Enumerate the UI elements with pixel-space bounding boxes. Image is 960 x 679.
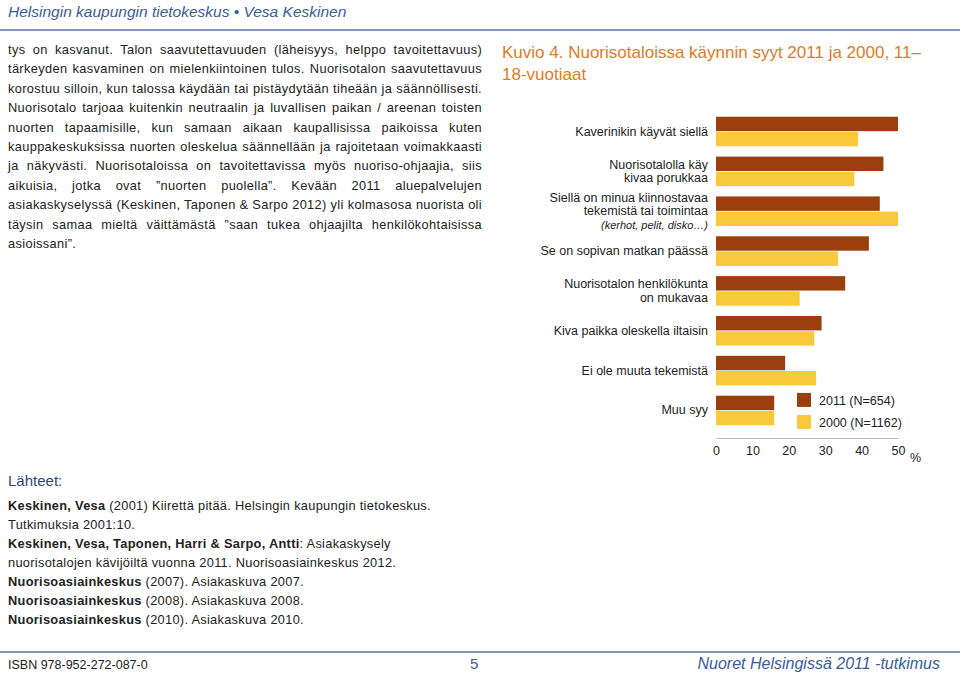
tick: 0 <box>713 438 720 458</box>
tick: Siellä on minua kiinnostavaatekemistä ta… <box>550 191 709 231</box>
tick: 20 <box>782 438 796 458</box>
category-label: Kaverinikin käyvät siellä <box>575 125 708 139</box>
tick-label: 10 <box>746 444 760 458</box>
tick: Ei ole muuta tekemistä <box>582 364 708 378</box>
axis-unit: % <box>910 451 921 465</box>
tick: Se on sopivan matkan päässä <box>541 244 709 258</box>
tick: Nuorisotalon henkilökuntaon mukavaa <box>564 277 708 305</box>
bar <box>716 117 898 131</box>
legend-swatch <box>797 393 811 407</box>
bar <box>716 331 814 345</box>
bar <box>716 411 774 425</box>
page-number: 5 <box>470 655 478 672</box>
bar <box>716 251 838 265</box>
sources-title: Lähteet: <box>8 472 62 489</box>
legend-swatch <box>797 415 811 429</box>
tick: 40 <box>855 438 869 458</box>
footer-rule <box>0 651 960 653</box>
source-text: (2008). Asiakaskuva 2008. <box>142 593 304 608</box>
tick: Muu syy <box>661 403 708 417</box>
source-author: Nuorisoasiainkeskus <box>8 612 142 627</box>
chart: Kaverinikin käyvät siellä Nuorisotalolla … <box>500 90 960 480</box>
tick-label: 50 <box>892 444 906 458</box>
bar <box>716 132 858 146</box>
chart-title: Kuvio 4. Nuorisotaloissa käynnin syyt 20… <box>502 42 942 86</box>
bar <box>716 212 898 226</box>
tick: 10 <box>746 438 760 458</box>
category-label: Nuorisotalolla käykivaa porukkaa <box>609 158 708 186</box>
source-author: Keskinen, Vesa <box>8 498 105 513</box>
legend: 2011 (N=654) 2000 (N=1162) <box>797 393 902 430</box>
source-item: Keskinen, Vesa (2001) Kiirettä pitää. He… <box>8 496 478 534</box>
category-label: Siellä on minua kiinnostavaatekemistä ta… <box>550 191 709 231</box>
bar <box>716 316 822 330</box>
source-author: Nuorisoasiainkeskus <box>8 574 142 589</box>
source-text: (2007). Asiakaskuva 2007. <box>142 574 304 589</box>
page-header: Helsingin kaupungin tietokeskus • Vesa K… <box>8 3 346 21</box>
tick-label: 30 <box>819 444 833 458</box>
bars <box>716 117 898 426</box>
category-label: Kiva paikka oleskella iltaisin <box>554 324 708 338</box>
sources-list: Keskinen, Vesa (2001) Kiirettä pitää. He… <box>8 496 478 629</box>
legend-label: 2000 (N=1162) <box>819 416 902 430</box>
source-item: Nuorisoasiainkeskus (2010). Asiakaskuva … <box>8 610 478 629</box>
category-label: Se on sopivan matkan päässä <box>541 244 709 258</box>
bar <box>716 276 845 290</box>
tick-label: 20 <box>782 444 796 458</box>
bar <box>716 356 785 370</box>
bar <box>716 236 869 250</box>
source-item: Nuorisoasiainkeskus (2008). Asiakaskuva … <box>8 591 478 610</box>
bar <box>716 157 883 171</box>
bar <box>716 196 880 210</box>
category-label: Muu syy <box>661 403 708 417</box>
tick: Nuorisotalolla käykivaa porukkaa <box>609 158 708 186</box>
value-axis: 0 10 20 30 40 50 <box>713 438 905 458</box>
bar <box>716 291 800 305</box>
legend-label: 2011 (N=654) <box>819 394 895 408</box>
axis-line <box>708 113 709 431</box>
tick: Kaverinikin käyvät siellä <box>575 125 708 139</box>
source-item: Nuorisoasiainkeskus (2007). Asiakaskuva … <box>8 572 478 591</box>
bar <box>716 396 774 410</box>
tick-label: 0 <box>713 444 720 458</box>
source-text: (2010). Asiakaskuva 2010. <box>142 612 304 627</box>
isbn: ISBN 978-952-272-087-0 <box>8 658 148 672</box>
bar <box>716 172 854 186</box>
tick-label: 40 <box>855 444 869 458</box>
category-label: Ei ole muuta tekemistä <box>582 364 708 378</box>
tick: Kiva paikka oleskella iltaisin <box>554 324 708 338</box>
source-author: Nuorisoasiainkeskus <box>8 593 142 608</box>
category-axis: Kaverinikin käyvät siellä Nuorisotalolla … <box>541 113 709 431</box>
tick: 30 <box>819 438 833 458</box>
category-label: Nuorisotalon henkilökuntaon mukavaa <box>564 277 708 305</box>
publication-title: Nuoret Helsingissä 2011 -tutkimus <box>698 655 940 673</box>
bar <box>716 371 816 385</box>
header-rule <box>0 29 960 31</box>
source-item: Keskinen, Vesa, Taponen, Harri & Sarpo, … <box>8 534 478 572</box>
body-paragraph: tys on kasvanut. Talon saavutettavuuden … <box>8 40 482 253</box>
source-author: Keskinen, Vesa, Taponen, Harri & Sarpo, … <box>8 536 300 551</box>
axis-line <box>717 438 899 439</box>
tick: 50 <box>892 438 906 458</box>
